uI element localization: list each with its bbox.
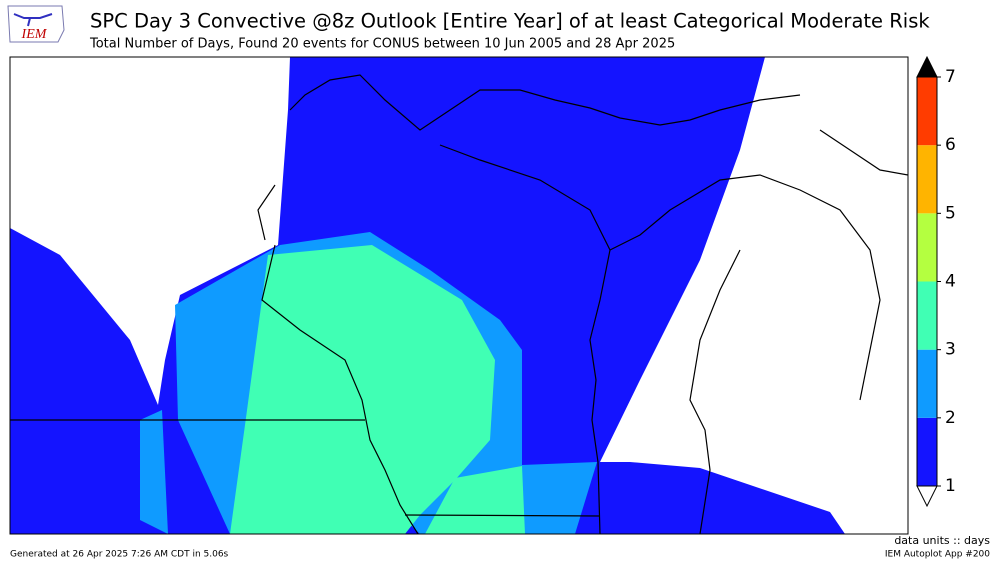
- map: [9, 56, 909, 535]
- colorbar: 1 2 3 4 5 6 7: [916, 55, 956, 508]
- colorbar-tick-label: 5: [945, 203, 956, 223]
- title: SPC Day 3 Convective @8z Outlook [Entire…: [90, 10, 930, 33]
- logo-text: IEM: [21, 27, 48, 42]
- logo: IEM: [7, 5, 65, 43]
- footer-right: IEM Autoplot App #200: [885, 550, 990, 560]
- colorbar-bin: [917, 349, 937, 418]
- colorbar-bin: [917, 281, 937, 350]
- footer-left: Generated at 26 Apr 2025 7:26 AM CDT in …: [10, 550, 229, 560]
- colorbar-tick-label: 4: [945, 272, 956, 292]
- over-triangle: [916, 55, 938, 78]
- subtitle: Total Number of Days, Found 20 events fo…: [89, 37, 675, 52]
- colorbar-bin: [917, 145, 937, 214]
- colorbar-tick-label: 2: [945, 408, 956, 428]
- units-label: data units :: days: [894, 534, 990, 547]
- colorbar-tick-label: 6: [945, 135, 956, 155]
- colorbar-tick-label: 7: [945, 67, 956, 87]
- colorbar-bin: [917, 77, 937, 146]
- colorbar-bin: [917, 213, 937, 282]
- colorbar-tick-label: 3: [945, 340, 956, 360]
- colorbar-tick-label: 1: [945, 476, 956, 496]
- under-triangle: [916, 485, 938, 508]
- colorbar-bin: [917, 417, 937, 486]
